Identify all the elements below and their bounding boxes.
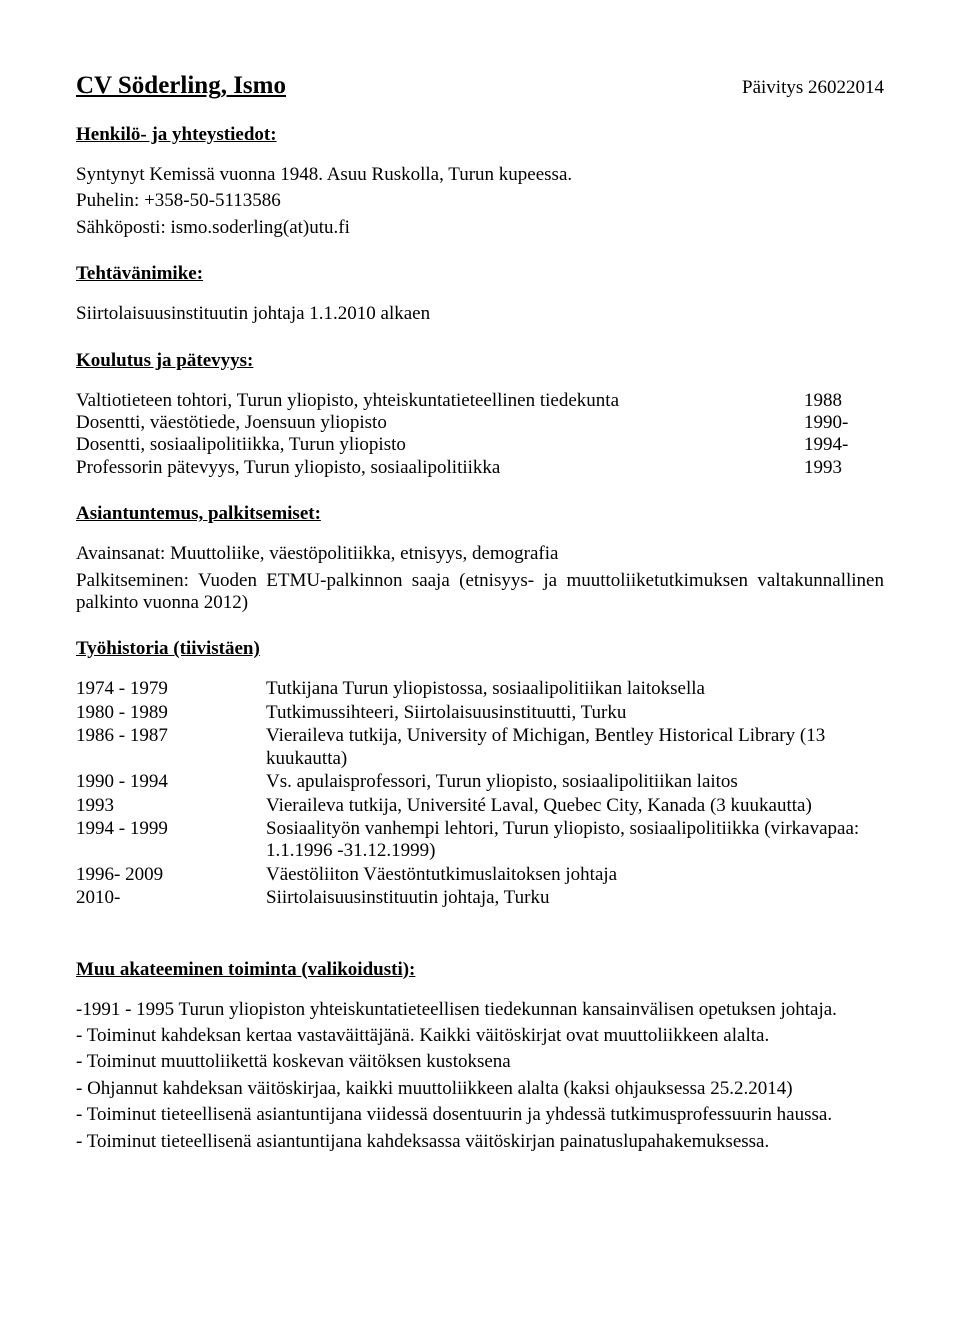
work-text: Vs. apulaisprofessori, Turun yliopisto, …: [266, 771, 884, 794]
work-history-heading: Työhistoria (tiivistäen): [76, 638, 884, 660]
jobtitle-line: Siirtolaisuusinstituutin johtaja 1.1.201…: [76, 303, 884, 325]
other-line: - Toiminut muuttoliikettä koskevan väitö…: [76, 1051, 884, 1073]
other-line: - Toiminut tieteellisenä asiantuntijana …: [76, 1131, 884, 1153]
work-row: 1990 - 1994 Vs. apulaisprofessori, Turun…: [76, 771, 884, 794]
work-years: 1994 - 1999: [76, 818, 266, 864]
cv-title: CV Söderling, Ismo: [76, 72, 286, 100]
work-years: 2010-: [76, 887, 266, 910]
other-activity-block: -1991 - 1995 Turun yliopiston yhteiskunt…: [76, 999, 884, 1153]
work-text: Vieraileva tutkija, Université Laval, Qu…: [266, 795, 884, 818]
work-text: Siirtolaisuusinstituutin johtaja, Turku: [266, 887, 884, 910]
education-row: Professorin pätevyys, Turun yliopisto, s…: [76, 457, 884, 479]
education-table: Valtiotieteen tohtori, Turun yliopisto, …: [76, 390, 884, 480]
contact-line: Syntynyt Kemissä vuonna 1948. Asuu Rusko…: [76, 164, 884, 186]
education-text: Dosentti, väestötiede, Joensuun yliopist…: [76, 412, 804, 434]
expertise-keywords: Avainsanat: Muuttoliike, väestöpolitiikk…: [76, 543, 884, 565]
education-text: Valtiotieteen tohtori, Turun yliopisto, …: [76, 390, 804, 412]
cv-page: CV Söderling, Ismo Päivitys 26022014 Hen…: [0, 0, 960, 1199]
other-line: - Ohjannut kahdeksan väitöskirjaa, kaikk…: [76, 1078, 884, 1100]
work-years: 1974 - 1979: [76, 678, 266, 701]
education-year: 1993: [804, 457, 884, 479]
work-years: 1986 - 1987: [76, 725, 266, 771]
work-years: 1980 - 1989: [76, 702, 266, 725]
work-row: 1986 - 1987 Vieraileva tutkija, Universi…: [76, 725, 884, 771]
other-line: -1991 - 1995 Turun yliopiston yhteiskunt…: [76, 999, 884, 1021]
education-row: Valtiotieteen tohtori, Turun yliopisto, …: [76, 390, 884, 412]
education-year: 1994-: [804, 434, 884, 456]
expertise-heading: Asiantuntemus, palkitsemiset:: [76, 503, 884, 525]
other-activity-heading: Muu akateeminen toiminta (valikoidusti):: [76, 959, 884, 981]
work-row: 1994 - 1999 Sosiaalityön vanhempi lehtor…: [76, 818, 884, 864]
education-text: Dosentti, sosiaalipolitiikka, Turun ylio…: [76, 434, 804, 456]
work-history-table: 1974 - 1979 Tutkijana Turun yliopistossa…: [76, 678, 884, 910]
education-row: Dosentti, väestötiede, Joensuun yliopist…: [76, 412, 884, 434]
work-text: Tutkijana Turun yliopistossa, sosiaalipo…: [266, 678, 884, 701]
work-row: 1980 - 1989 Tutkimussihteeri, Siirtolais…: [76, 702, 884, 725]
work-text: Väestöliiton Väestöntutkimuslaitoksen jo…: [266, 864, 884, 887]
work-years: 1990 - 1994: [76, 771, 266, 794]
other-line: - Toiminut kahdeksan kertaa vastaväittäj…: [76, 1025, 884, 1047]
education-text: Professorin pätevyys, Turun yliopisto, s…: [76, 457, 804, 479]
work-row: 2010- Siirtolaisuusinstituutin johtaja, …: [76, 887, 884, 910]
education-year: 1988: [804, 390, 884, 412]
contact-heading: Henkilö- ja yhteystiedot:: [76, 124, 884, 146]
work-text: Sosiaalityön vanhempi lehtori, Turun yli…: [266, 818, 884, 864]
education-year: 1990-: [804, 412, 884, 434]
jobtitle-heading: Tehtävänimike:: [76, 263, 884, 285]
other-line: - Toiminut tieteellisenä asiantuntijana …: [76, 1104, 884, 1126]
work-text: Vieraileva tutkija, University of Michig…: [266, 725, 884, 771]
update-date: Päivitys 26022014: [742, 77, 884, 99]
education-heading: Koulutus ja pätevyys:: [76, 350, 884, 372]
title-row: CV Söderling, Ismo Päivitys 26022014: [76, 72, 884, 100]
contact-line: Sähköposti: ismo.soderling(at)utu.fi: [76, 217, 884, 239]
work-row: 1974 - 1979 Tutkijana Turun yliopistossa…: [76, 678, 884, 701]
work-text: Tutkimussihteeri, Siirtolaisuusinstituut…: [266, 702, 884, 725]
work-years: 1993: [76, 795, 266, 818]
work-row: 1993 Vieraileva tutkija, Université Lava…: [76, 795, 884, 818]
education-row: Dosentti, sosiaalipolitiikka, Turun ylio…: [76, 434, 884, 456]
work-years: 1996- 2009: [76, 864, 266, 887]
contact-line: Puhelin: +358-50-5113586: [76, 190, 884, 212]
contact-block: Syntynyt Kemissä vuonna 1948. Asuu Rusko…: [76, 164, 884, 239]
work-row: 1996- 2009 Väestöliiton Väestöntutkimusl…: [76, 864, 884, 887]
expertise-award: Palkitseminen: Vuoden ETMU-palkinnon saa…: [76, 570, 884, 615]
